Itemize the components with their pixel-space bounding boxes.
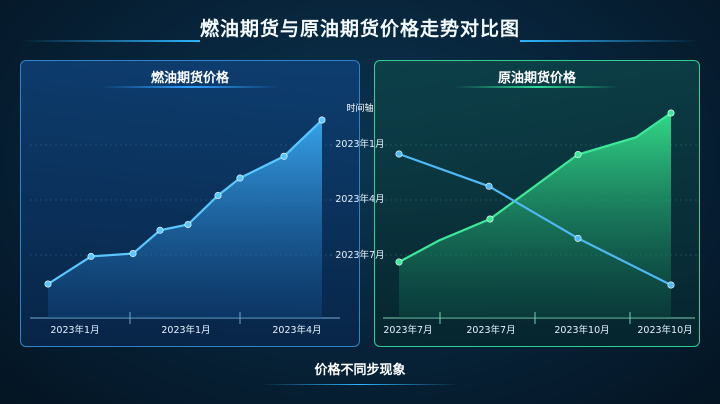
- crude-area-point: [486, 215, 494, 223]
- fuel-data-point: [236, 174, 244, 182]
- fuel-x-tick-label: 2023年4月: [272, 324, 321, 336]
- fuel-data-point: [318, 116, 326, 124]
- crude-area-point: [667, 109, 675, 117]
- crude-y-tick-label: 2023年4月: [335, 193, 384, 205]
- crude-area: [399, 113, 671, 318]
- fuel-data-point: [156, 226, 164, 234]
- fuel-data-point: [129, 250, 137, 258]
- crude-line: [398, 152, 672, 286]
- crude-y-tick-label: 2023年1月: [335, 138, 384, 150]
- fuel-area: [48, 120, 322, 318]
- fuel-data-point: [44, 280, 52, 288]
- title-decoration-right: [520, 40, 700, 42]
- crude-y-axis-title: 时间轴: [346, 102, 373, 114]
- fuel-chart-title: 燃油期货价格: [150, 71, 229, 86]
- crude-x-tick-label: 2023年10月: [554, 324, 609, 336]
- crude-line-point: [574, 234, 582, 242]
- crude-area-point: [395, 258, 403, 266]
- crude-x-tick-label: 2023年10月: [637, 324, 692, 336]
- fuel-data-point: [87, 252, 95, 260]
- page-title: 燃油期货与原油期货价格走势对比图: [199, 18, 520, 40]
- crude-chart-title: 原油期货价格: [497, 71, 576, 86]
- crude-y-tick-label: 2023年7月: [335, 249, 384, 261]
- fuel-data-point: [280, 152, 288, 160]
- crude-title-underline: [455, 86, 619, 88]
- crude-area-point: [574, 151, 582, 159]
- fuel-data-point: [214, 191, 222, 199]
- fuel-data-point: [184, 220, 192, 228]
- fuel-chart-group: 2023年1月 2023年1月 2023年4月: [30, 116, 340, 336]
- crude-x-tick-label: 2023年7月: [383, 324, 432, 336]
- crude-line-point: [667, 281, 675, 289]
- fuel-title-underline: [101, 86, 279, 88]
- crude-chart-group: 时间轴 2023年1月 2023年4月 2023年7月 2023年7月 2023年7月 20…: [330, 102, 700, 336]
- crude-area-line: [398, 112, 672, 263]
- fuel-x-tick-label: 2023年1月: [50, 324, 99, 336]
- bottom-decoration: [260, 384, 460, 385]
- crude-line-point: [485, 182, 493, 190]
- crude-line-point: [395, 150, 403, 158]
- bottom-caption: 价格不同步现象: [314, 363, 406, 378]
- fuel-x-tick-label: 2023年1月: [161, 324, 210, 336]
- crude-x-tick-label: 2023年7月: [466, 324, 515, 336]
- title-decoration-left: [20, 40, 200, 42]
